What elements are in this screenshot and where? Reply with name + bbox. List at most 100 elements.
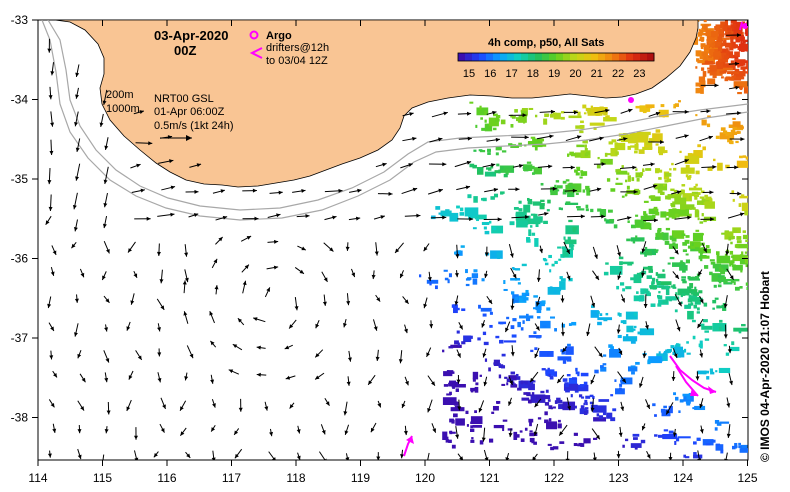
sst-pixel — [695, 209, 699, 212]
current-vector-head — [465, 185, 471, 190]
sst-pixel — [643, 147, 648, 150]
sst-pixel — [663, 405, 667, 409]
sst-pixel — [540, 182, 544, 186]
current-vector-head — [697, 323, 702, 329]
sst-pixel — [606, 178, 611, 182]
current-vector-head — [160, 305, 165, 310]
current-vector-head — [409, 112, 414, 116]
sst-pixel — [680, 167, 695, 174]
sst-pixel — [736, 21, 744, 25]
sst-pixel — [450, 383, 455, 387]
sst-pixel — [495, 115, 501, 119]
sst-pixel — [498, 169, 501, 174]
sst-pixel — [434, 285, 438, 290]
current-vector-head — [518, 164, 524, 168]
current-vector-head — [47, 180, 52, 185]
sst-patches — [418, 20, 748, 459]
sst-pixel — [699, 251, 703, 255]
sst-pixel — [717, 36, 723, 43]
sst-pixel — [484, 123, 493, 132]
sst-pixel — [522, 166, 527, 170]
sst-pixel — [668, 208, 680, 218]
sst-pixel — [548, 351, 551, 355]
sst-pixel — [557, 423, 562, 429]
sst-pixel — [671, 285, 675, 288]
current-vector-head — [252, 188, 257, 193]
sst-pixel — [556, 189, 560, 192]
sst-pixel — [721, 232, 725, 235]
current-vector-head — [677, 301, 682, 307]
sst-pixel — [554, 328, 557, 332]
sst-pixel — [581, 171, 588, 176]
sst-pixel — [649, 227, 652, 230]
sst-pixel — [684, 304, 691, 309]
sst-pixel — [492, 226, 497, 231]
current-vector-head — [405, 380, 409, 386]
sst-pixel — [705, 197, 709, 200]
sst-pixel — [557, 246, 562, 249]
sst-pixel — [529, 432, 535, 437]
sst-pixel — [449, 212, 459, 222]
colorbar-tick-label: 18 — [527, 68, 539, 80]
sst-pixel — [454, 340, 459, 345]
sst-pixel — [513, 431, 518, 440]
current-vector-head — [478, 407, 483, 413]
sst-pixel — [685, 174, 689, 178]
sst-pixel — [585, 151, 590, 156]
sst-pixel — [531, 439, 534, 444]
sst-pixel — [454, 381, 460, 385]
sst-pixel — [582, 140, 585, 144]
sst-pixel — [532, 138, 543, 148]
sst-pixel — [558, 207, 562, 210]
sst-pixel — [732, 121, 741, 127]
sst-pixel — [732, 264, 743, 271]
sst-pixel — [531, 392, 535, 397]
sst-pixel — [584, 147, 588, 152]
current-vector-head — [646, 404, 650, 409]
current-vector-head — [218, 237, 223, 242]
sst-pixel — [493, 193, 499, 198]
sst-pixel — [572, 229, 576, 233]
sst-pixel — [565, 225, 579, 235]
sst-pixel — [731, 62, 736, 71]
colorbar-segment — [472, 53, 480, 61]
sst-pixel — [576, 208, 585, 211]
sst-pixel — [627, 135, 638, 144]
sst-pixel — [495, 146, 502, 151]
current-vector-head — [442, 215, 447, 220]
sst-pixel — [581, 396, 585, 399]
sst-pixel — [622, 288, 626, 292]
current-vector-head — [737, 191, 742, 196]
sst-pixel — [495, 118, 500, 122]
current-vector-head — [104, 429, 109, 434]
sst-pixel — [456, 205, 460, 209]
sst-pixel — [464, 207, 479, 217]
sst-pixel — [693, 454, 703, 459]
sst-pixel — [611, 139, 617, 143]
current-vector-head — [734, 61, 740, 66]
sst-pixel — [733, 131, 738, 136]
sst-pixel — [730, 279, 735, 283]
current-vector-head — [646, 454, 651, 459]
sst-pixel — [635, 105, 641, 109]
sst-pixel — [515, 373, 519, 377]
sst-pixel — [720, 449, 724, 454]
sst-pixel — [714, 264, 729, 272]
sst-pixel — [448, 382, 451, 387]
sst-pixel — [707, 115, 711, 118]
sst-pixel — [541, 143, 547, 147]
sst-pixel — [684, 239, 690, 244]
current-vector-head — [373, 326, 378, 331]
sst-pixel — [498, 374, 502, 379]
sst-pixel — [689, 207, 692, 210]
lon-tick-label: 119 — [351, 471, 370, 485]
sst-pixel — [573, 443, 578, 447]
sst-pixel — [654, 414, 657, 417]
sst-pixel — [704, 370, 710, 374]
sst-pixel — [734, 68, 740, 72]
sst-pixel — [568, 277, 573, 282]
sst-pixel — [693, 150, 703, 158]
sst-pixel — [729, 140, 734, 145]
sst-pixel — [507, 428, 513, 431]
sst-pixel — [660, 211, 667, 218]
